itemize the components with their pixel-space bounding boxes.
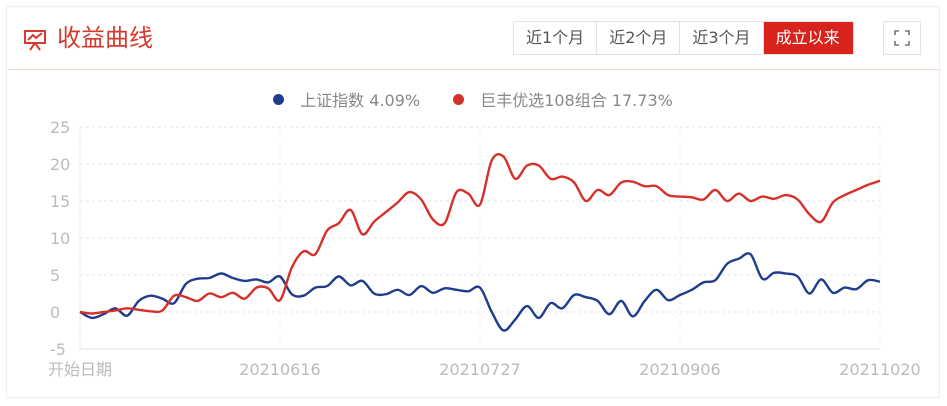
card-title: 收益曲线 bbox=[57, 24, 153, 52]
fullscreen-icon bbox=[894, 30, 910, 46]
y-tick-label: 5 bbox=[50, 266, 60, 285]
x-tick-label: 20211020 bbox=[839, 360, 920, 379]
x-tick-label: 开始日期 bbox=[48, 360, 112, 379]
chart-board-icon bbox=[24, 30, 46, 51]
legend-item-portfolio[interactable]: 巨丰优选108组合 17.73% bbox=[453, 87, 673, 111]
range-2-month-button[interactable]: 近2个月 bbox=[597, 22, 681, 54]
y-tick-label: 0 bbox=[50, 303, 60, 322]
y-tick-label: 10 bbox=[50, 229, 70, 248]
legend-dot bbox=[273, 93, 285, 105]
x-tick-label: 20210906 bbox=[639, 360, 720, 379]
y-tick-label: -5 bbox=[50, 340, 66, 359]
y-tick-label: 20 bbox=[50, 155, 70, 174]
legend-dot bbox=[453, 93, 465, 105]
legend-label: 上证指数 4.09% bbox=[300, 91, 421, 110]
series-line-shanghai-index bbox=[79, 252, 881, 332]
range-selector: 近1个月 近2个月 近3个月 成立以来 bbox=[513, 21, 854, 55]
fullscreen-button[interactable] bbox=[883, 21, 921, 55]
series-line-portfolio bbox=[79, 153, 881, 315]
x-tick-label: 20210616 bbox=[239, 360, 320, 379]
y-tick-label: 15 bbox=[50, 192, 70, 211]
x-tick-label: 20210727 bbox=[439, 360, 520, 379]
card-header: 收益曲线 近1个月 近2个月 近3个月 成立以来 bbox=[7, 7, 939, 70]
range-1-month-button[interactable]: 近1个月 bbox=[514, 22, 598, 54]
earnings-curve-card: 收益曲线 近1个月 近2个月 近3个月 成立以来 上证指数 4.09% 巨丰优选… bbox=[6, 6, 940, 398]
range-since-inception-button[interactable]: 成立以来 bbox=[763, 22, 853, 54]
legend-label: 巨丰优选108组合 17.73% bbox=[480, 91, 673, 110]
y-tick-label: 25 bbox=[50, 118, 70, 137]
legend-item-shanghai-index[interactable]: 上证指数 4.09% bbox=[273, 87, 420, 111]
range-3-month-button[interactable]: 近3个月 bbox=[680, 22, 764, 54]
chart-legend: 上证指数 4.09% 巨丰优选108组合 17.73% bbox=[7, 87, 939, 111]
